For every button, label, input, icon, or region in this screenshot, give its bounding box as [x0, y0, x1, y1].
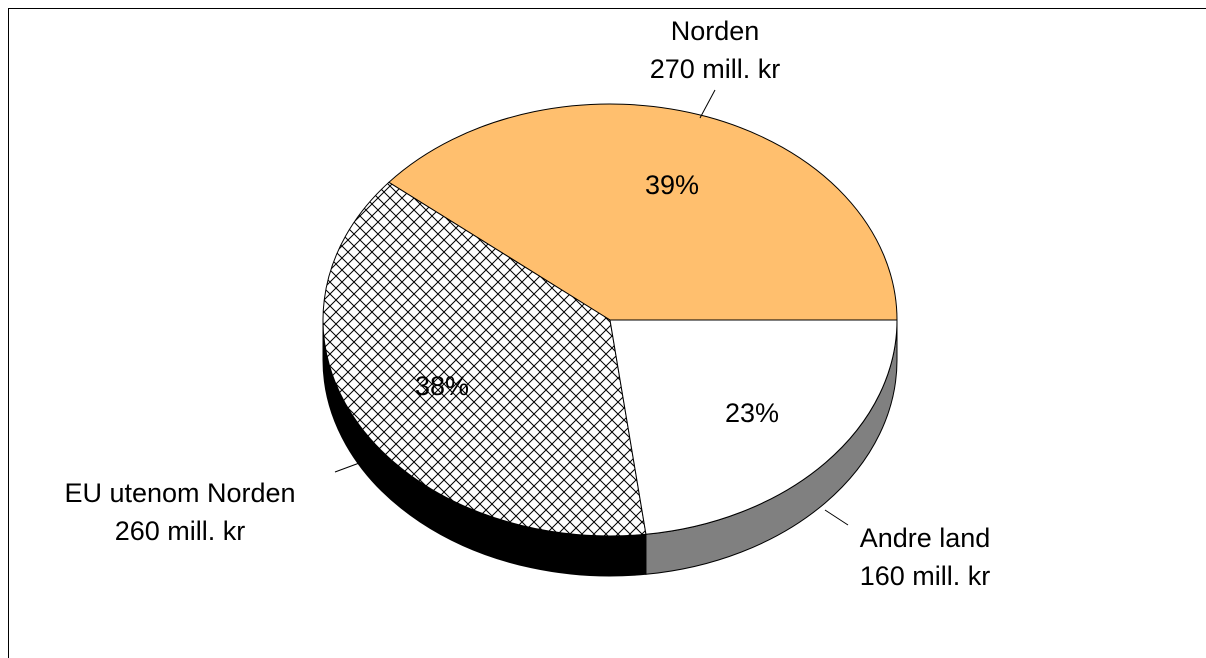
- category-label: Andre land: [860, 523, 991, 553]
- percent-label: 39%: [645, 170, 699, 200]
- amount-label: 160 mill. kr: [860, 561, 991, 591]
- category-label: EU utenom Norden: [64, 478, 295, 508]
- leader-line: [334, 461, 363, 473]
- pie-slice: [322, 181, 647, 537]
- pie-slice: [609, 319, 898, 535]
- leader-line: [699, 89, 716, 119]
- leader-line: [824, 509, 849, 526]
- amount-label: 260 mill. kr: [115, 516, 246, 546]
- pie-slice: [388, 103, 898, 321]
- amount-label: 270 mill. kr: [650, 54, 781, 84]
- category-label: Norden: [671, 16, 760, 46]
- percent-label: 23%: [725, 398, 779, 428]
- frame: [8, 8, 1206, 658]
- percent-label: 38%: [415, 371, 469, 401]
